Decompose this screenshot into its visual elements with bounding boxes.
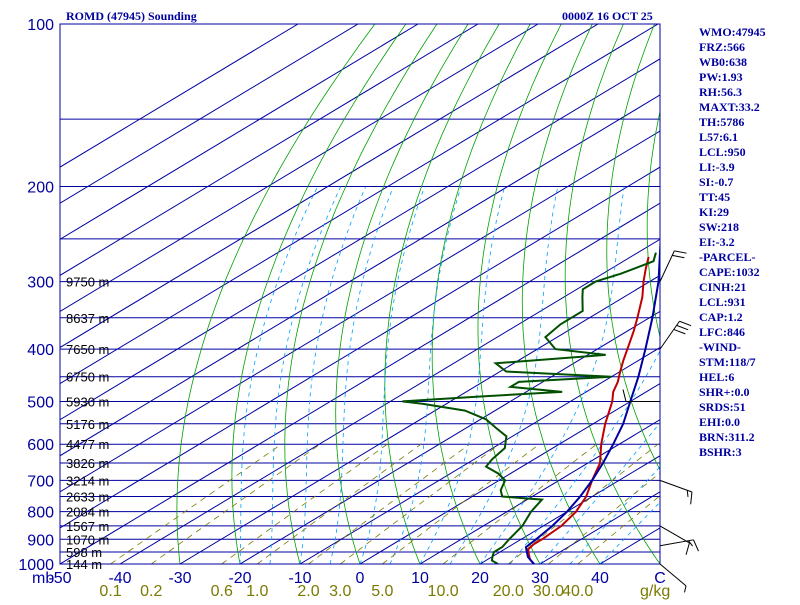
height-label: 3214 m xyxy=(66,473,109,488)
dry-adiabat-100 xyxy=(762,24,800,564)
barb-flag xyxy=(693,540,698,551)
mixing-ratio-label: 3.0 xyxy=(329,583,351,600)
index-line: -PARCEL- xyxy=(699,250,755,264)
barb-flag xyxy=(677,325,689,329)
pressure-tick-label: 500 xyxy=(27,394,54,411)
mixing-ratio-label: 0.1 xyxy=(99,583,121,600)
temperature-tick-label: 20 xyxy=(471,570,489,587)
index-line: -WIND- xyxy=(699,340,741,354)
barb-shaft xyxy=(660,321,680,349)
barb-flag xyxy=(684,586,686,593)
wind-barb xyxy=(660,251,687,282)
mixing-ratio-label: 0.2 xyxy=(140,583,162,600)
index-line: LI:-3.9 xyxy=(699,160,735,174)
barb-flag xyxy=(691,492,692,504)
index-line: BRN:311.2 xyxy=(699,430,755,444)
index-line: WB0:638 xyxy=(699,55,747,69)
temperature-tick-label: 40 xyxy=(591,570,609,587)
index-line: L57:6.1 xyxy=(699,130,738,144)
wind-barb xyxy=(660,321,691,349)
chart-title: ROMD (47945) Sounding xyxy=(66,9,197,23)
height-label: 2084 m xyxy=(66,505,109,520)
mixing-ratio-label: 0.6 xyxy=(211,583,233,600)
temperature-tick-label: 10 xyxy=(411,570,429,587)
index-line: KI:29 xyxy=(699,205,729,219)
mixing-ratio-label: 2.0 xyxy=(297,583,319,600)
index-line: HEL:6 xyxy=(699,370,734,384)
index-line: WMO:47945 xyxy=(699,25,766,39)
pressure-tick-label: 300 xyxy=(27,275,54,292)
height-label: 5930 m xyxy=(66,394,109,409)
height-label: 8637 m xyxy=(66,311,109,326)
index-line: SRDS:51 xyxy=(699,400,746,414)
barb-flag xyxy=(674,251,686,253)
wind-barb xyxy=(660,526,689,555)
mixing-ratio-label: 30.0 xyxy=(533,583,564,600)
index-line: STM:118/7 xyxy=(699,355,756,369)
index-line: LCL:950 xyxy=(699,145,746,159)
plot-background xyxy=(60,24,660,564)
mixing-ratio-label: 1.0 xyxy=(246,583,268,600)
mixing-ratio-label: 20.0 xyxy=(493,583,524,600)
index-line: CAP:1.2 xyxy=(699,310,743,324)
height-label: 7650 m xyxy=(66,342,109,357)
height-label: 3826 m xyxy=(66,456,109,471)
index-line: EI:-3.2 xyxy=(699,235,735,249)
chart-time: 0000Z 16 OCT 25 xyxy=(562,9,653,23)
barb-shaft xyxy=(660,526,689,543)
pressure-tick-label: 700 xyxy=(27,473,54,490)
index-line: EHI:0.0 xyxy=(699,415,740,429)
index-line: SI:-0.7 xyxy=(699,175,733,189)
index-line: SHR+:0.0 xyxy=(699,385,750,399)
index-line: CINH:21 xyxy=(699,280,746,294)
mixing-unit-label: g/kg xyxy=(640,583,670,600)
barb-flag xyxy=(686,543,689,555)
wind-barb xyxy=(660,540,699,551)
pressure-unit-label: mb xyxy=(32,570,54,587)
index-line: PW:1.93 xyxy=(699,70,743,84)
mixing-ratio-label: 40.0 xyxy=(562,583,593,600)
pressure-tick-label: 900 xyxy=(27,532,54,549)
pressure-tick-label: 400 xyxy=(27,342,54,359)
height-label: 6750 m xyxy=(66,370,109,385)
index-line: CAPE:1032 xyxy=(699,265,760,279)
height-label: 2633 m xyxy=(66,490,109,505)
mixing-ratio-label: 10.0 xyxy=(428,583,459,600)
index-line: FRZ:566 xyxy=(699,40,745,54)
index-line: MAXT:33.2 xyxy=(699,100,760,114)
wind-barb xyxy=(660,480,692,504)
pressure-tick-label: 600 xyxy=(27,437,54,454)
index-line: LFC:846 xyxy=(699,325,745,339)
height-label: 5176 m xyxy=(66,417,109,432)
pressure-tick-label: 200 xyxy=(27,180,54,197)
index-line: TH:5786 xyxy=(699,115,744,129)
barb-shaft xyxy=(660,251,674,282)
pressure-tick-label: 100 xyxy=(27,17,54,34)
index-line: BSHR:3 xyxy=(699,445,742,459)
index-line: SW:218 xyxy=(699,220,739,234)
barb-flag xyxy=(674,329,686,333)
height-label: 4477 m xyxy=(66,437,109,452)
index-line: RH:56.3 xyxy=(699,85,742,99)
barb-flag xyxy=(680,321,692,325)
mixing-ratio-label: 5.0 xyxy=(371,583,393,600)
temperature-tick-label: 0 xyxy=(356,570,365,587)
temperature-tick-label: -30 xyxy=(168,570,191,587)
index-line: TT:45 xyxy=(699,190,730,204)
barb-flag xyxy=(672,255,684,257)
pressure-tick-label: 800 xyxy=(27,505,54,522)
height-labels: 9750 m 8637 m 7650 m 6750 m 5930 m 5176 m 4477… xyxy=(66,275,109,572)
indices-panel: WMO:47945FRZ:566WB0:638PW:1.93RH:56.3MAX… xyxy=(699,25,766,459)
index-line: LCL:931 xyxy=(699,295,746,309)
barb-shaft xyxy=(660,480,692,492)
height-label: 9750 m xyxy=(66,275,109,290)
barb-flag xyxy=(687,490,688,497)
